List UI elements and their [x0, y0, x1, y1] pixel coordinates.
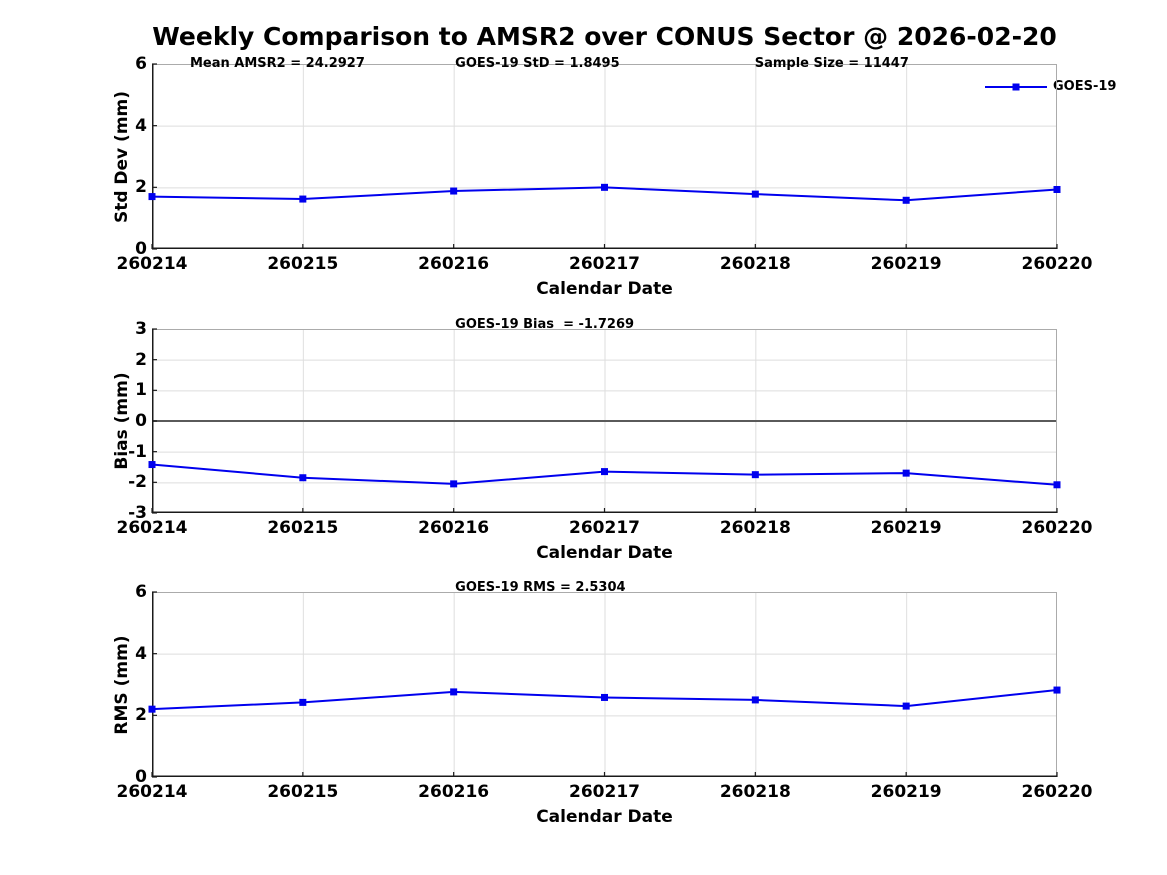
y-tick-label: -3	[128, 503, 147, 523]
plot-area-stddev	[148, 63, 1061, 250]
x-tick-label: 260220	[1021, 254, 1093, 274]
data-marker	[1053, 185, 1061, 193]
x-tick-label: 260215	[267, 782, 339, 802]
y-tick-label: 0	[135, 411, 147, 431]
data-marker	[601, 183, 608, 191]
data-marker	[299, 698, 307, 706]
plot-area-bias	[148, 328, 1061, 514]
subplot-rms	[148, 591, 1061, 778]
legend-label: GOES-19	[1053, 79, 1117, 94]
annotation: GOES-19 Bias = -1.7269	[455, 317, 635, 332]
subplot-bias	[148, 328, 1061, 514]
x-axis-label: Calendar Date	[536, 543, 673, 563]
data-marker	[450, 480, 458, 488]
y-tick-label: 6	[135, 54, 147, 74]
x-tick-label: 260218	[719, 518, 791, 538]
y-tick-label: -1	[128, 441, 147, 462]
x-tick-label: 260216	[418, 518, 490, 538]
data-marker	[299, 474, 307, 482]
y-axis-label: Std Dev (mm)	[112, 90, 132, 223]
x-tick-label: 260214	[116, 782, 188, 802]
x-tick-label: 260214	[116, 518, 188, 538]
x-tick-label: 260216	[418, 782, 490, 802]
y-tick-label: 0	[135, 239, 147, 259]
y-tick-label: 1	[135, 380, 147, 401]
y-tick-label: 2	[135, 177, 147, 198]
plot-area-rms	[148, 591, 1061, 778]
data-marker	[601, 693, 608, 701]
x-tick-label: 260220	[1021, 782, 1093, 802]
subplot-stddev	[148, 63, 1061, 250]
y-tick-label: 6	[135, 582, 147, 602]
y-tick-label: 2	[135, 705, 147, 726]
x-tick-label: 260220	[1021, 518, 1093, 538]
y-axis-label: RMS (mm)	[112, 634, 132, 735]
x-tick-label: 260217	[569, 518, 640, 538]
y-tick-label: 4	[135, 643, 147, 664]
x-tick-label: 260218	[719, 254, 791, 274]
x-tick-label: 260214	[116, 254, 188, 274]
x-tick-label: 260217	[569, 782, 640, 802]
y-tick-label: 2	[135, 349, 147, 370]
data-marker	[1053, 686, 1061, 694]
annotation: GOES-19 RMS = 2.5304	[455, 580, 626, 595]
y-tick-label: 4	[135, 115, 147, 136]
data-marker	[601, 468, 608, 476]
y-tick-label: 0	[135, 767, 147, 787]
y-tick-label: -2	[128, 472, 147, 493]
legend-marker-icon	[1012, 83, 1020, 91]
data-marker	[902, 702, 910, 710]
data-marker	[299, 195, 307, 203]
data-marker	[450, 688, 458, 696]
y-tick-label: 3	[135, 319, 147, 339]
x-tick-label: 260218	[719, 782, 791, 802]
data-marker	[450, 187, 458, 195]
data-marker	[902, 469, 910, 477]
x-axis-label: Calendar Date	[536, 807, 673, 827]
x-tick-label: 260216	[418, 254, 490, 274]
x-tick-label: 260219	[870, 782, 942, 802]
data-marker	[148, 705, 156, 713]
x-tick-label: 260219	[870, 518, 942, 538]
x-axis-label: Calendar Date	[536, 279, 673, 299]
x-tick-label: 260215	[267, 254, 339, 274]
x-tick-label: 260215	[267, 518, 339, 538]
annotation: GOES-19 StD = 1.8495	[455, 56, 620, 71]
y-axis-label: Bias (mm)	[112, 372, 132, 470]
data-marker	[751, 471, 759, 479]
annotation: Mean AMSR2 = 24.2927	[190, 56, 365, 71]
annotation: Sample Size = 11447	[754, 56, 909, 71]
x-tick-label: 260217	[569, 254, 640, 274]
x-tick-label: 260219	[870, 254, 942, 274]
chart-title: Weekly Comparison to AMSR2 over CONUS Se…	[152, 22, 1057, 51]
legend: GOES-19	[985, 80, 1116, 94]
data-marker	[148, 193, 156, 201]
data-marker	[1053, 481, 1061, 489]
data-marker	[751, 696, 759, 704]
data-marker	[148, 461, 156, 469]
data-marker	[902, 196, 910, 204]
legend-line-sample	[985, 83, 1047, 91]
data-marker	[751, 190, 759, 198]
